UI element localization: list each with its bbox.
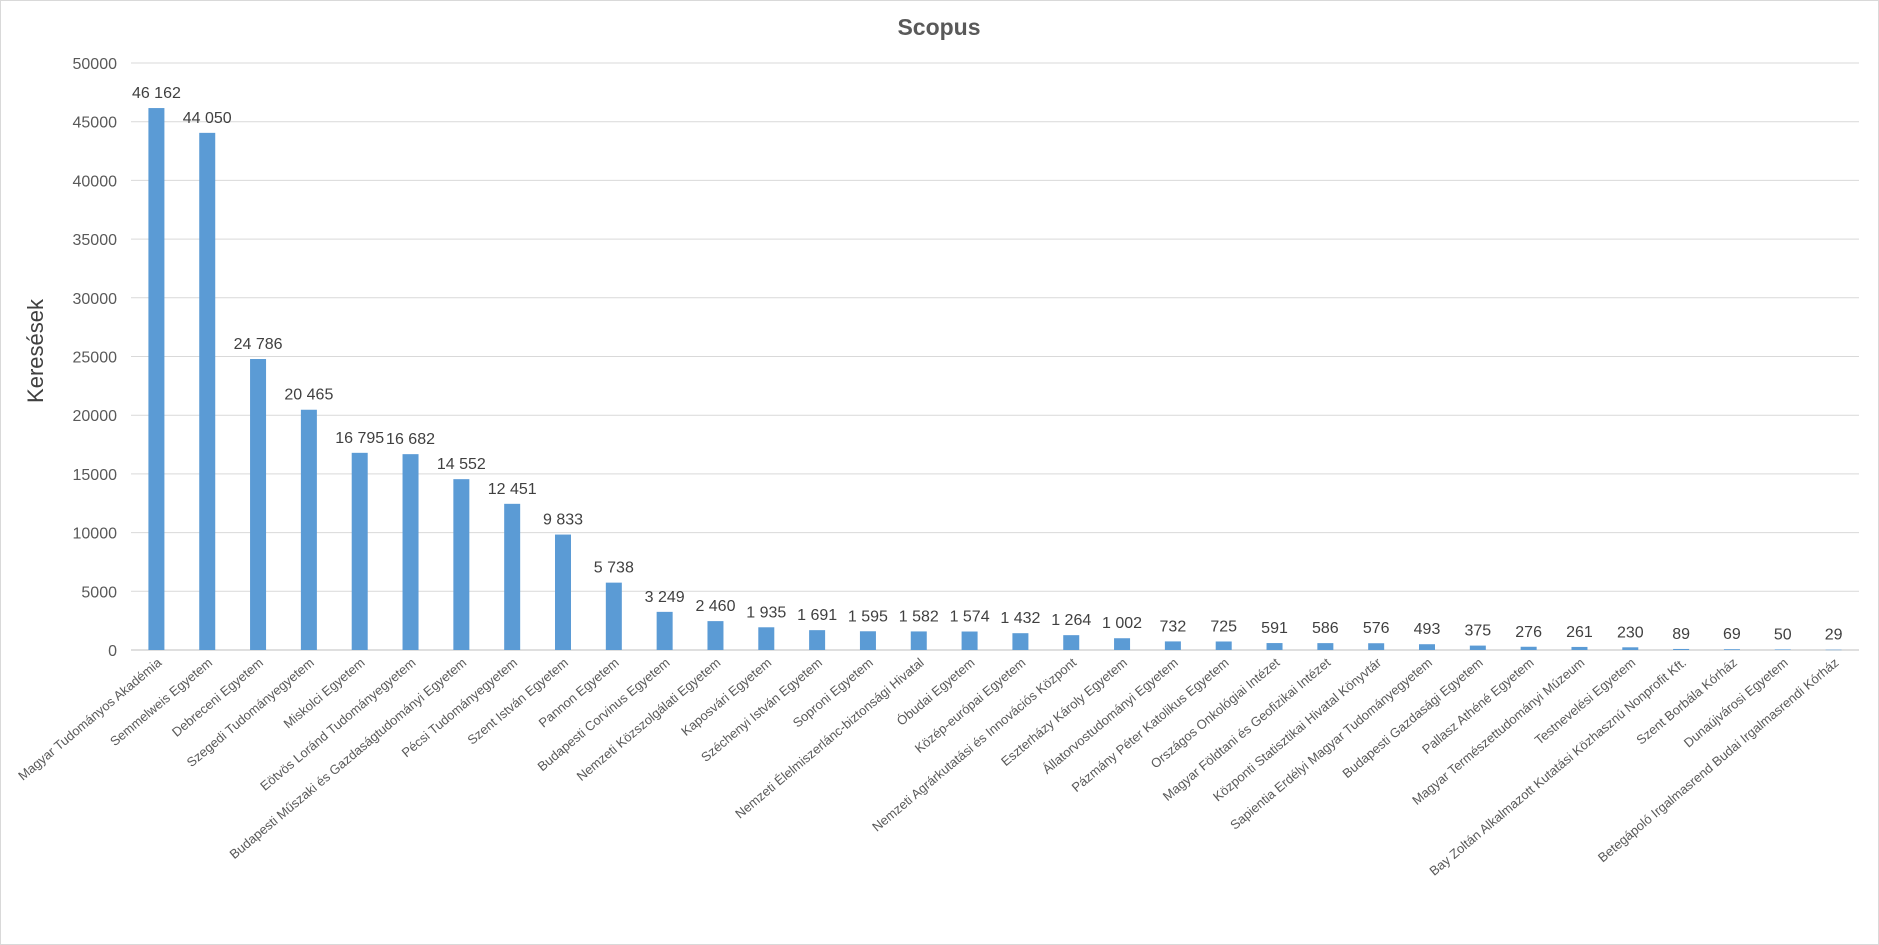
bar [199, 132, 216, 650]
y-axis-ticks: 0 5000 10000 15000 20000 25000 30000 35000 40000… [73, 56, 118, 660]
bar [1419, 644, 1435, 650]
data-label: 46 162 [132, 85, 181, 102]
bars [148, 108, 1842, 651]
data-label: 16 682 [386, 431, 435, 448]
data-label: 20 465 [284, 387, 333, 404]
bar [555, 534, 571, 650]
x-tick-label: Budapesti Műszaki és Gazdaságtudományi E… [227, 655, 470, 862]
bar [1317, 643, 1334, 650]
bar [1723, 649, 1740, 650]
data-label: 9 833 [543, 512, 583, 529]
data-label: 1 574 [950, 609, 990, 626]
bar [656, 611, 673, 650]
data-label: 576 [1363, 620, 1390, 637]
data-label: 591 [1261, 620, 1288, 637]
data-label: 725 [1210, 618, 1237, 635]
x-tick-label: Szent István Egyetem [464, 655, 571, 748]
data-label: 276 [1515, 624, 1542, 641]
bar [1368, 643, 1385, 650]
bar [707, 621, 724, 650]
data-label: 1 264 [1051, 612, 1091, 629]
data-label: 24 786 [234, 336, 283, 353]
y-tick-label: 35000 [73, 232, 118, 249]
data-label: 1 935 [746, 604, 786, 621]
x-tick-label: Kaposvári Egyetem [678, 655, 774, 739]
data-label: 2 460 [695, 598, 735, 615]
y-tick-label: 50000 [73, 56, 118, 73]
data-label: 732 [1160, 618, 1187, 635]
data-label: 3 249 [645, 589, 685, 606]
data-label: 493 [1414, 621, 1441, 638]
bar [250, 359, 267, 650]
y-tick-label: 10000 [73, 526, 118, 543]
bar [1825, 649, 1842, 651]
x-tick-label: Debreceni Egyetem [169, 655, 266, 740]
bar [1114, 638, 1131, 650]
y-tick-label: 40000 [73, 173, 118, 190]
y-tick-label: 45000 [73, 115, 118, 132]
data-label: 261 [1566, 624, 1593, 641]
y-tick-label: 15000 [73, 467, 118, 484]
data-label: 16 795 [335, 430, 384, 447]
data-label: 29 [1825, 627, 1843, 644]
y-tick-label: 25000 [73, 350, 118, 367]
data-label: 230 [1617, 624, 1644, 641]
y-tick-label: 20000 [73, 408, 118, 425]
bar [148, 108, 165, 651]
bar [1622, 647, 1639, 650]
data-label: 1 582 [899, 608, 939, 625]
bar [1520, 646, 1537, 650]
bar [1164, 641, 1181, 650]
bar [605, 582, 622, 650]
bar [1571, 646, 1588, 650]
data-label: 375 [1464, 623, 1491, 640]
bar [1215, 641, 1232, 650]
data-label: 1 432 [1000, 610, 1040, 627]
bar [300, 409, 317, 650]
bar [1012, 633, 1029, 650]
data-label: 69 [1723, 626, 1741, 643]
bar [809, 630, 826, 650]
bar [910, 631, 927, 650]
bar [1774, 649, 1791, 650]
bar [1469, 645, 1486, 650]
bar [961, 631, 978, 650]
bar [453, 479, 470, 650]
x-tick-label: Nemzeti Élelmiszerlánc-biztonsági Hivata… [732, 655, 927, 822]
bar [859, 631, 876, 650]
data-label: 12 451 [488, 481, 537, 498]
data-label: 586 [1312, 620, 1339, 637]
y-tick-label: 5000 [81, 584, 117, 601]
y-tick-label: 30000 [73, 291, 118, 308]
x-tick-label: Betegápoló Irgalmasrend Budai Irgalmasre… [1595, 655, 1842, 865]
chart-title: Scopus [897, 14, 980, 40]
data-label: 1 595 [848, 608, 888, 625]
data-label: 1 691 [797, 607, 837, 624]
bar [1063, 635, 1080, 650]
data-label: 1 002 [1102, 615, 1142, 632]
data-label: 44 050 [183, 110, 232, 127]
data-label: 50 [1774, 626, 1792, 643]
bar [504, 503, 521, 650]
gridlines [131, 62, 1859, 592]
bar [758, 627, 775, 650]
bar [402, 454, 419, 650]
y-axis-label: Keresések [23, 298, 48, 403]
bar [1266, 643, 1283, 650]
data-label: 5 738 [594, 560, 634, 577]
y-tick-label: 0 [108, 643, 117, 660]
bar [1673, 648, 1690, 650]
data-label: 89 [1672, 626, 1690, 643]
bar [351, 452, 368, 650]
data-label: 14 552 [437, 456, 486, 473]
